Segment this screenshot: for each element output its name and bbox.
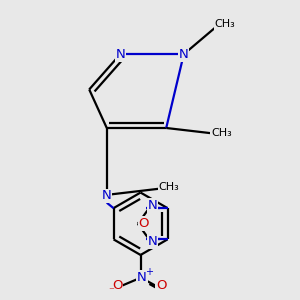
Text: N: N: [148, 199, 158, 212]
Text: ⁻: ⁻: [108, 286, 114, 296]
Text: N: N: [137, 271, 147, 284]
Text: O: O: [156, 279, 166, 292]
Text: N: N: [148, 235, 158, 248]
Text: CH₃: CH₃: [214, 19, 236, 29]
Text: N: N: [116, 48, 125, 61]
Text: CH₃: CH₃: [159, 182, 179, 192]
Text: O: O: [139, 217, 149, 230]
Text: CH₃: CH₃: [211, 128, 232, 139]
Text: N: N: [102, 189, 112, 202]
Text: +: +: [145, 267, 153, 277]
Text: O: O: [112, 279, 123, 292]
Text: N: N: [179, 48, 189, 61]
